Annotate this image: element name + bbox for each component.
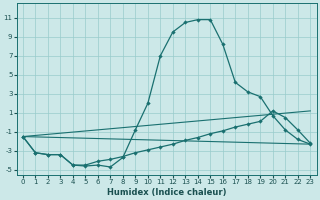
X-axis label: Humidex (Indice chaleur): Humidex (Indice chaleur): [107, 188, 226, 197]
